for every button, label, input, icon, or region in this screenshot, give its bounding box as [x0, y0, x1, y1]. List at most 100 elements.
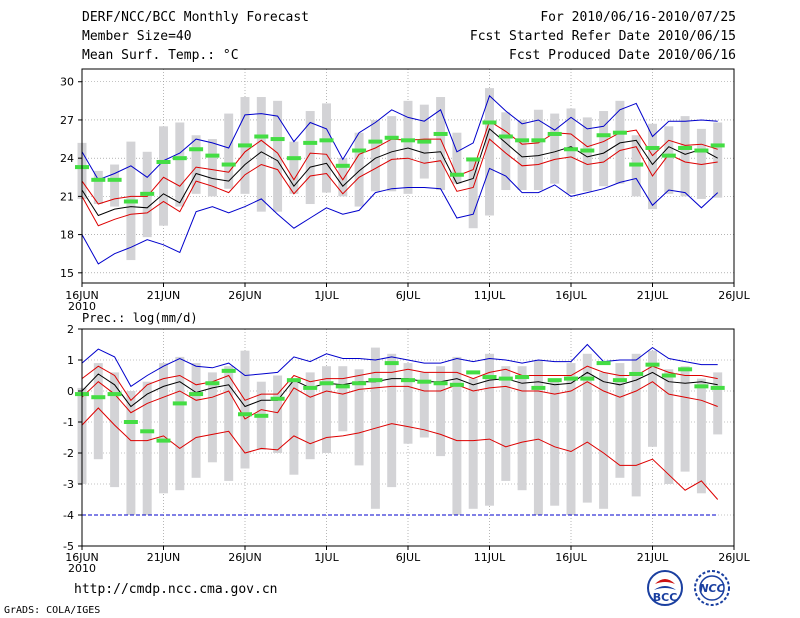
obs-marker: [515, 375, 530, 380]
spread-box: [191, 363, 201, 478]
obs-marker: [254, 413, 269, 418]
spread-box: [126, 391, 136, 515]
spread-box: [338, 366, 348, 432]
obs-marker: [335, 384, 350, 389]
obs-marker: [596, 361, 611, 366]
spread-box: [175, 356, 185, 491]
x-tick-label: 16JUN: [65, 289, 99, 302]
spread-box: [517, 119, 527, 191]
x-tick-label: 26JUN: [228, 289, 262, 302]
spread-box: [240, 350, 250, 469]
header-left-line-3: Mean Surf. Temp.: °C: [82, 48, 239, 63]
spread-box: [305, 372, 315, 460]
series-line-mean: [81, 371, 718, 408]
source-url[interactable]: http://cmdp.ncc.cma.gov.cn: [74, 582, 278, 597]
obs-marker: [91, 177, 106, 182]
obs-marker: [205, 153, 220, 158]
obs-marker: [107, 392, 122, 397]
spread-box: [273, 375, 283, 453]
spread-box: [517, 366, 527, 491]
spread-box: [93, 170, 103, 205]
obs-marker: [401, 138, 415, 143]
header-right-line-3: Fcst Produced Date 2010/06/16: [509, 48, 736, 63]
obs-marker: [694, 384, 709, 389]
obs-marker: [661, 153, 676, 158]
obs-marker: [319, 138, 334, 143]
ncc-logo-text: NCC: [699, 582, 724, 595]
spread-box: [436, 97, 446, 191]
y-tick-label: -4: [63, 509, 74, 522]
spread-box: [207, 372, 217, 463]
spread-box: [713, 122, 723, 198]
obs-marker: [612, 378, 627, 383]
x-tick-label: 26JUN: [228, 551, 262, 564]
y-tick-label: 15: [60, 267, 74, 280]
obs-marker: [140, 191, 155, 196]
grads-credit: GrADS: COLA/IGES: [4, 605, 101, 616]
x-tick-label: 6JUL: [396, 289, 421, 302]
obs-marker: [531, 385, 546, 390]
obs-marker: [498, 376, 513, 381]
obs-marker: [238, 143, 252, 148]
spread-box: [648, 350, 657, 447]
x-tick-label: 6JUL: [396, 551, 421, 564]
obs-marker: [368, 378, 383, 383]
obs-marker: [433, 131, 448, 136]
y-tick-label: 30: [60, 76, 74, 89]
spread-box: [501, 366, 511, 481]
obs-marker: [564, 376, 578, 381]
header-left-line-1: DERF/NCC/BCC Monthly Forecast: [82, 10, 309, 25]
spread-box: [468, 378, 478, 509]
obs-marker: [547, 378, 562, 383]
obs-marker: [303, 140, 318, 145]
series-line-ens-upper: [81, 365, 718, 402]
spread-box: [224, 113, 234, 189]
bcc-logo-text: BCC: [653, 591, 678, 604]
spread-box: [533, 360, 543, 515]
obs-marker: [140, 429, 155, 434]
spread-box: [338, 158, 348, 197]
obs-marker: [352, 381, 367, 386]
spread-box: [566, 363, 576, 515]
spread-box: [403, 100, 413, 194]
y-tick-label: -3: [63, 478, 74, 491]
obs-marker: [221, 162, 236, 167]
spread-box: [224, 366, 234, 481]
obs-marker: [531, 138, 546, 143]
x-tick-label: 26JUL: [718, 289, 750, 302]
obs-marker: [710, 143, 725, 148]
obs-marker: [303, 385, 318, 390]
spread-box: [648, 123, 657, 210]
x-tick-label: 21JUL: [637, 551, 669, 564]
obs-marker: [401, 378, 415, 383]
spread-box: [191, 135, 201, 194]
spread-box: [452, 356, 462, 515]
obs-marker: [515, 138, 530, 143]
header-left-line-2: Member Size=40: [82, 29, 192, 44]
spread-box: [452, 132, 462, 184]
obs-marker: [449, 382, 464, 387]
obs-marker: [547, 131, 562, 136]
spread-box: [403, 363, 413, 444]
obs-marker: [482, 375, 497, 380]
spread-box: [370, 119, 380, 192]
x-tick-label: 21JUN: [147, 289, 181, 302]
y-tick-label: -5: [63, 540, 74, 553]
spread-box: [110, 372, 120, 488]
spread-box: [533, 109, 543, 191]
precip-panel-title: Prec.: log(mm/d): [82, 311, 198, 325]
x-tick-label: 11JUL: [474, 289, 506, 302]
obs-marker: [417, 139, 432, 144]
y-tick-label: 27: [60, 114, 74, 127]
spread-box: [550, 378, 560, 506]
spread-box: [615, 363, 625, 478]
spread-box: [159, 363, 168, 494]
obs-marker: [629, 162, 644, 167]
spread-box: [256, 97, 266, 212]
spread-box: [387, 353, 397, 488]
obs-marker: [123, 199, 138, 204]
series-line-min: [81, 407, 719, 500]
y-tick-label: -2: [63, 447, 74, 460]
